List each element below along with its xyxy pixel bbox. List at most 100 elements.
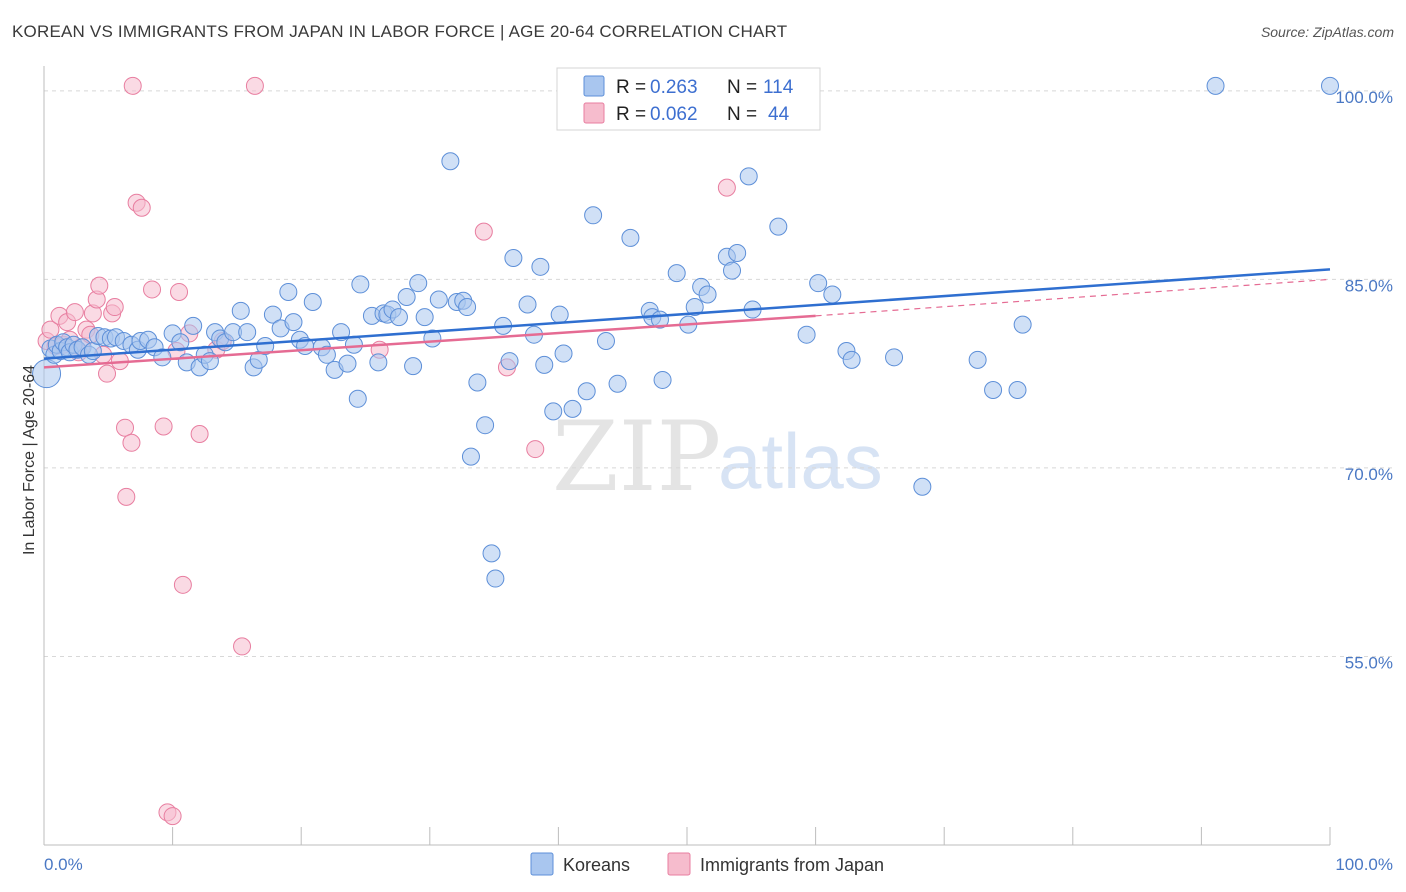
data-point-korean (621, 228, 640, 247)
data-point-japan (90, 276, 109, 295)
y-tick-label: 70.0% (1345, 465, 1393, 484)
data-point-japan (143, 280, 162, 299)
data-point-korean (344, 335, 363, 354)
watermark-zip: ZIP (552, 401, 721, 513)
data-point-korean (577, 382, 596, 401)
trend-line-japan (43, 314, 816, 369)
data-point-japan (163, 807, 182, 826)
bottom-legend-swatch-japan (667, 852, 691, 876)
data-point-korean (1206, 76, 1225, 95)
data-point-korean (544, 402, 563, 421)
legend-r-value-2: 0.062 (650, 104, 698, 125)
data-point-korean (171, 333, 190, 352)
data-point-korean (153, 348, 172, 367)
data-point-korean (563, 399, 582, 418)
chart-source: Source: ZipAtlas.com (1260, 24, 1394, 40)
data-point-japan (154, 417, 173, 436)
data-point-korean (279, 282, 298, 301)
data-point-korean (1013, 315, 1032, 334)
data-point-korean (284, 313, 303, 332)
data-point-korean (608, 374, 627, 393)
data-point-korean (351, 275, 370, 294)
series-legend: Koreans Immigrants from Japan (530, 852, 884, 876)
data-point-korean (429, 290, 448, 309)
data-point-korean (968, 350, 987, 369)
data-point-korean (338, 354, 357, 373)
data-point-korean (263, 305, 282, 324)
data-point-korean (667, 264, 686, 283)
y-axis-label: In Labor Force | Age 20-64 (21, 365, 38, 555)
data-point-korean (482, 544, 501, 563)
data-point-korean (842, 350, 861, 369)
y-tick-label: 100.0% (1335, 88, 1393, 107)
data-point-korean (885, 348, 904, 367)
stats-legend: R = 0.263 N = 114 R = 0.062 N = 44 (556, 67, 821, 131)
data-point-japan (98, 364, 117, 383)
data-point-korean (461, 447, 480, 466)
data-point-korean (468, 373, 487, 392)
data-point-japan (116, 418, 135, 437)
data-point-korean (231, 301, 250, 320)
legend-n-value-1: 114 (763, 77, 794, 98)
y-tick-labels: 100.0% 85.0% 70.0% 55.0% (1335, 88, 1393, 673)
data-point-korean (698, 285, 717, 304)
axes (43, 66, 1331, 846)
bottom-legend-japan: Immigrants from Japan (700, 855, 884, 875)
data-point-korean (317, 345, 336, 364)
data-point-japan (132, 198, 151, 217)
data-point-korean (486, 569, 505, 588)
trend-lines (43, 268, 1331, 369)
data-point-japan (474, 222, 493, 241)
data-point-korean (397, 287, 416, 306)
data-point-korean (83, 342, 102, 361)
x-tick-left: 0.0% (44, 855, 83, 874)
x-tick-right: 100.0% (1335, 855, 1393, 874)
data-point-korean (653, 370, 672, 389)
data-point-japan (190, 424, 209, 443)
data-point-korean (238, 323, 257, 342)
data-point-korean (809, 274, 828, 293)
trend-line-japan-extension (815, 278, 1331, 317)
legend-r-label-2: R = (616, 104, 646, 125)
bottom-legend-swatch-koreans (530, 852, 554, 876)
data-point-korean (348, 389, 367, 408)
legend-swatch-koreans (583, 75, 605, 97)
data-point-korean (458, 298, 477, 317)
data-point-japan (245, 76, 264, 95)
data-point-korean (476, 416, 495, 435)
y-tick-label: 55.0% (1345, 653, 1393, 672)
data-point-japan (65, 303, 84, 322)
data-point-korean (409, 274, 428, 293)
data-point-korean (913, 477, 932, 496)
data-point-korean (739, 167, 758, 186)
data-point-japan (170, 282, 189, 301)
legend-n-label-2: N = (727, 104, 757, 125)
data-point-korean (504, 249, 523, 268)
data-point-korean (531, 257, 550, 276)
data-point-korean (797, 325, 816, 344)
data-point-japan (173, 575, 192, 594)
data-point-korean (518, 295, 537, 314)
data-point-korean (535, 355, 554, 374)
legend-swatch-japan (583, 102, 605, 124)
chart-title: KOREAN VS IMMIGRANTS FROM JAPAN IN LABOR… (12, 22, 788, 41)
legend-n-value-2: 44 (768, 104, 790, 125)
data-point-korean (554, 344, 573, 363)
data-point-japan (105, 298, 124, 317)
data-point-korean (723, 261, 742, 280)
watermark-atlas: atlas (718, 417, 883, 505)
data-point-korean (550, 305, 569, 324)
data-point-korean (389, 308, 408, 327)
legend-r-label-1: R = (616, 77, 646, 98)
data-point-korean (1321, 76, 1339, 95)
data-point-japan (717, 178, 736, 197)
y-tick-label: 85.0% (1345, 276, 1393, 295)
data-point-korean (441, 152, 460, 171)
data-point-japan (123, 76, 142, 95)
data-point-korean (769, 217, 788, 236)
data-point-korean (984, 380, 1003, 399)
legend-r-value-1: 0.263 (650, 77, 698, 98)
series-koreans (32, 76, 1339, 588)
data-point-japan (41, 320, 60, 339)
